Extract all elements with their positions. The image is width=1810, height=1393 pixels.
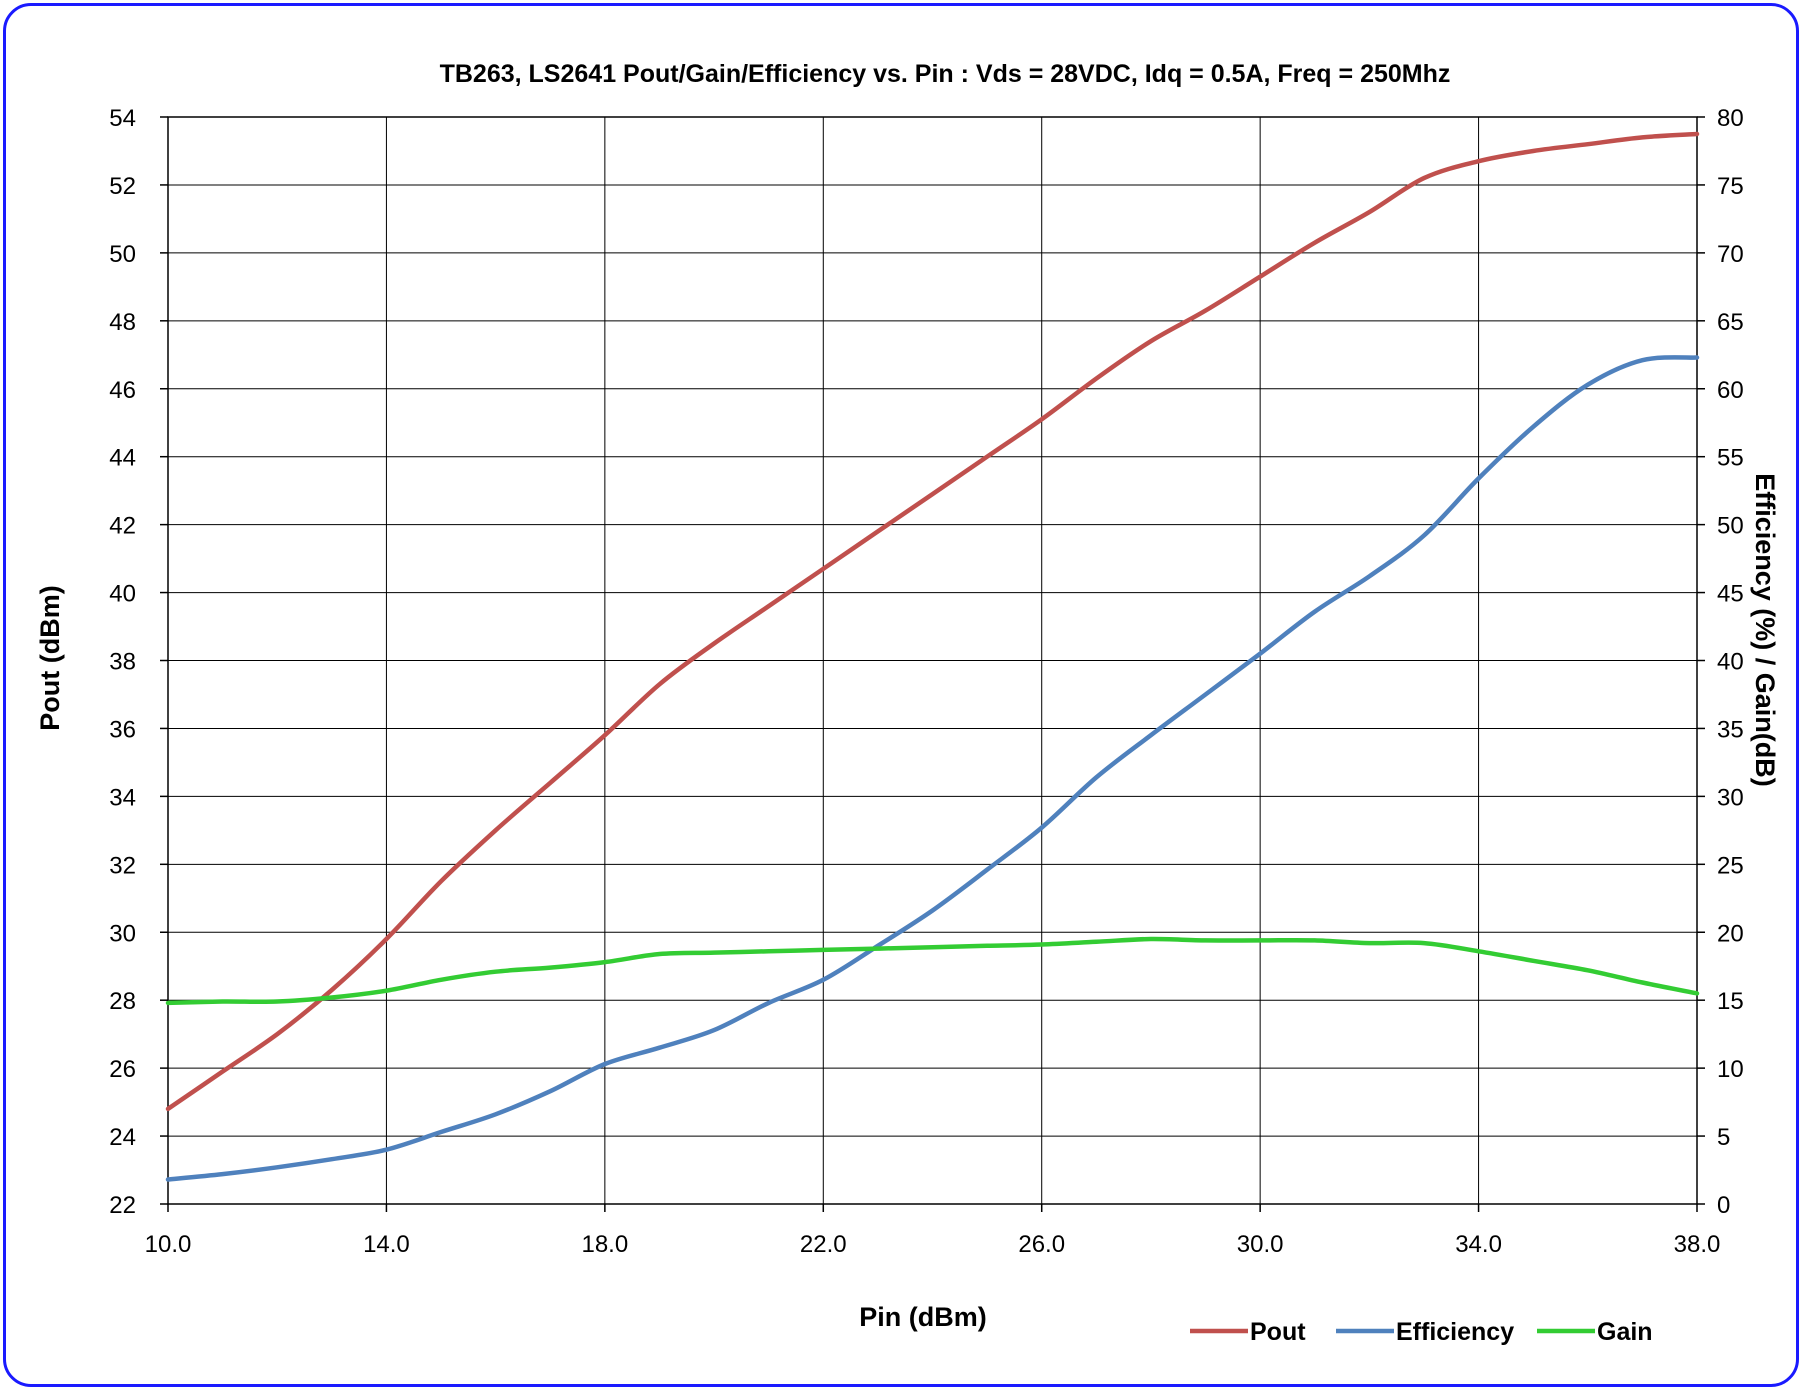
y-tick-label: 28 [109, 988, 136, 1015]
y-tick-label: 32 [109, 852, 136, 879]
y-tick-label: 40 [109, 581, 136, 608]
y2-tick-label: 70 [1717, 241, 1744, 268]
y-tick-label: 48 [109, 309, 136, 336]
y-tick-label: 42 [109, 513, 136, 540]
y-tick-label: 54 [109, 105, 136, 132]
y2-tick-label: 0 [1717, 1192, 1730, 1219]
y-axis-label: Pout (dBm) [35, 585, 65, 730]
y2-axis-ticks: 0 5 10 15 20 25 30 35 40 45 50 55 60 65 70 75 80 [1697, 105, 1744, 1219]
y2-tick-label: 40 [1717, 649, 1744, 676]
chart-title: TB263, LS2641 Pout/Gain/Efficiency vs. P… [440, 60, 1451, 88]
legend-label-gain: Gain [1597, 1318, 1653, 1346]
x-tick-label: 26.0 [1018, 1231, 1065, 1258]
legend: Pout Efficiency Gain [1190, 1318, 1653, 1346]
legend-label-pout: Pout [1250, 1318, 1306, 1346]
series-lines [165, 131, 1700, 1182]
y2-tick-label: 50 [1717, 513, 1744, 540]
x-tick-label: 22.0 [800, 1231, 847, 1258]
x-tick-label: 10.0 [145, 1231, 192, 1258]
gridlines [167, 116, 1698, 1205]
series-line-pout [165, 131, 1700, 1112]
y-axis-ticks: 22 24 26 28 30 32 34 36 38 40 42 44 46 48 50 52 54 [109, 105, 168, 1219]
y2-tick-label: 15 [1717, 988, 1744, 1015]
y2-tick-label: 65 [1717, 309, 1744, 336]
y-tick-label: 46 [109, 377, 136, 404]
series-line-gain [165, 936, 1700, 1006]
y-tick-label: 36 [109, 716, 136, 743]
x-tick-label: 34.0 [1455, 1231, 1502, 1258]
y2-tick-label: 45 [1717, 581, 1744, 608]
x-tick-label: 14.0 [363, 1231, 410, 1258]
y2-tick-label: 10 [1717, 1056, 1744, 1083]
chart-frame [3, 3, 1799, 1387]
x-tick-label: 18.0 [581, 1231, 628, 1258]
y2-tick-label: 55 [1717, 445, 1744, 472]
x-tick-label: 30.0 [1237, 1231, 1284, 1258]
y-tick-label: 26 [109, 1056, 136, 1083]
y2-tick-label: 20 [1717, 920, 1744, 947]
y-tick-label: 34 [109, 784, 136, 811]
y2-tick-label: 25 [1717, 852, 1744, 879]
y-tick-label: 22 [109, 1192, 136, 1219]
y2-axis-label: Efficiency (%) / Gain(dB) [1750, 473, 1780, 787]
y2-tick-label: 35 [1717, 716, 1744, 743]
y-tick-label: 52 [109, 173, 136, 200]
y2-tick-label: 60 [1717, 377, 1744, 404]
y-tick-label: 50 [109, 241, 136, 268]
y-tick-label: 30 [109, 920, 136, 947]
y2-tick-label: 5 [1717, 1124, 1730, 1151]
y2-tick-label: 30 [1717, 784, 1744, 811]
y-tick-label: 44 [109, 445, 136, 472]
y2-tick-label: 80 [1717, 105, 1744, 132]
series-line-efficiency [165, 355, 1700, 1182]
legend-label-efficiency: Efficiency [1396, 1318, 1514, 1346]
y-tick-label: 38 [109, 649, 136, 676]
x-tick-label: 38.0 [1674, 1231, 1721, 1258]
x-axis-ticks: 10.0 14.0 18.0 22.0 26.0 30.0 34.0 38.0 [145, 1204, 1721, 1258]
y2-tick-label: 75 [1717, 173, 1744, 200]
x-axis-label: Pin (dBm) [859, 1302, 987, 1332]
y-tick-label: 24 [109, 1124, 136, 1151]
